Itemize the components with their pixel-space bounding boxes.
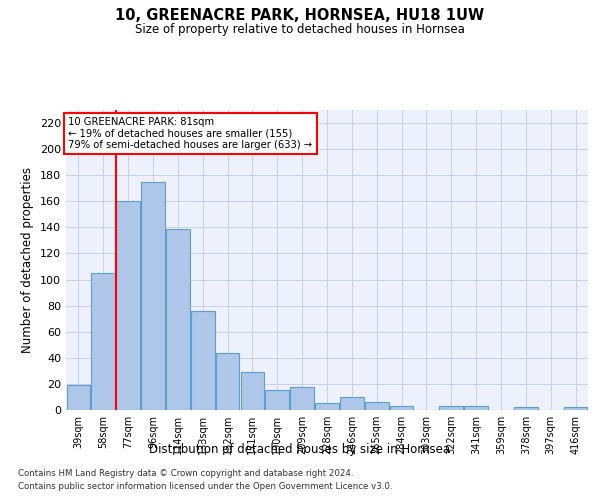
Text: Contains HM Land Registry data © Crown copyright and database right 2024.: Contains HM Land Registry data © Crown c…: [18, 468, 353, 477]
Bar: [365, 402, 389, 410]
Text: 10, GREENACRE PARK, HORNSEA, HU18 1UW: 10, GREENACRE PARK, HORNSEA, HU18 1UW: [115, 8, 485, 22]
Bar: [241, 372, 264, 410]
Bar: [116, 202, 140, 410]
Bar: [141, 182, 165, 410]
Bar: [67, 385, 90, 410]
Bar: [290, 386, 314, 410]
Y-axis label: Number of detached properties: Number of detached properties: [22, 167, 34, 353]
Text: Size of property relative to detached houses in Hornsea: Size of property relative to detached ho…: [135, 22, 465, 36]
Bar: [439, 406, 463, 410]
Text: 10 GREENACRE PARK: 81sqm
← 19% of detached houses are smaller (155)
79% of semi-: 10 GREENACRE PARK: 81sqm ← 19% of detach…: [68, 116, 313, 150]
Text: Contains public sector information licensed under the Open Government Licence v3: Contains public sector information licen…: [18, 482, 392, 491]
Bar: [91, 273, 115, 410]
Bar: [166, 228, 190, 410]
Bar: [390, 406, 413, 410]
Text: Distribution of detached houses by size in Hornsea: Distribution of detached houses by size …: [149, 442, 451, 456]
Bar: [265, 390, 289, 410]
Bar: [464, 406, 488, 410]
Bar: [340, 397, 364, 410]
Bar: [191, 311, 215, 410]
Bar: [564, 408, 587, 410]
Bar: [514, 408, 538, 410]
Bar: [315, 404, 339, 410]
Bar: [216, 352, 239, 410]
